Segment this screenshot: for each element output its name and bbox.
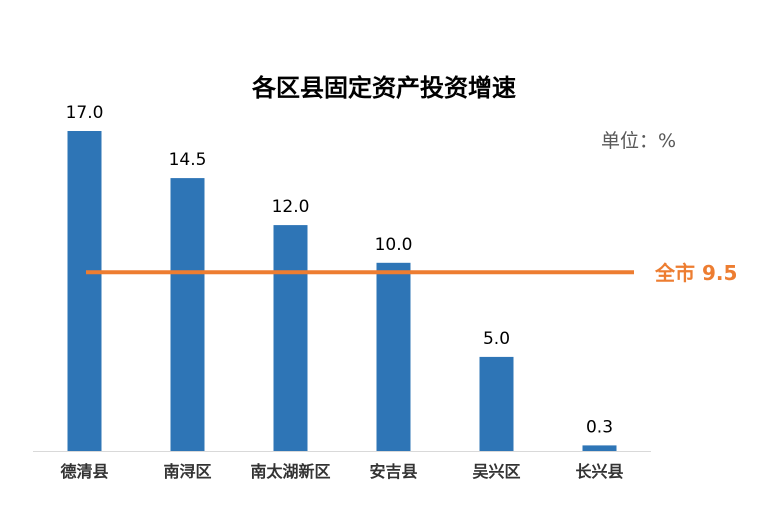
value-label-0: 17.0 xyxy=(66,103,104,123)
bar-4 xyxy=(479,356,514,451)
value-label-3: 10.0 xyxy=(375,235,413,255)
bar-5 xyxy=(582,445,617,451)
category-labels-group: 德清县 南浔区 南太湖新区 安吉县 吴兴区 长兴县 xyxy=(60,462,623,481)
bar-1 xyxy=(170,178,205,451)
value-label-5: 0.3 xyxy=(586,417,613,437)
bar-0 xyxy=(67,131,102,451)
category-label-3: 安吉县 xyxy=(369,462,417,481)
value-labels-group: 17.0 14.5 12.0 10.0 5.0 0.3 xyxy=(66,103,613,437)
category-label-0: 德清县 xyxy=(60,462,108,481)
value-label-4: 5.0 xyxy=(483,329,510,349)
category-label-5: 长兴县 xyxy=(575,462,623,481)
value-label-2: 12.0 xyxy=(272,197,310,217)
value-label-1: 14.5 xyxy=(169,150,207,170)
bar-2 xyxy=(273,225,308,451)
category-label-2: 南太湖新区 xyxy=(250,462,330,481)
category-label-1: 南浔区 xyxy=(163,462,211,481)
category-label-4: 吴兴区 xyxy=(472,462,520,481)
bar-3 xyxy=(376,262,411,451)
unit-label: 单位：% xyxy=(601,130,676,152)
chart-title: 各区县固定资产投资增速 xyxy=(251,74,516,102)
bars-group xyxy=(67,131,617,451)
reference-line-label: 全市 9.5 xyxy=(654,261,737,285)
